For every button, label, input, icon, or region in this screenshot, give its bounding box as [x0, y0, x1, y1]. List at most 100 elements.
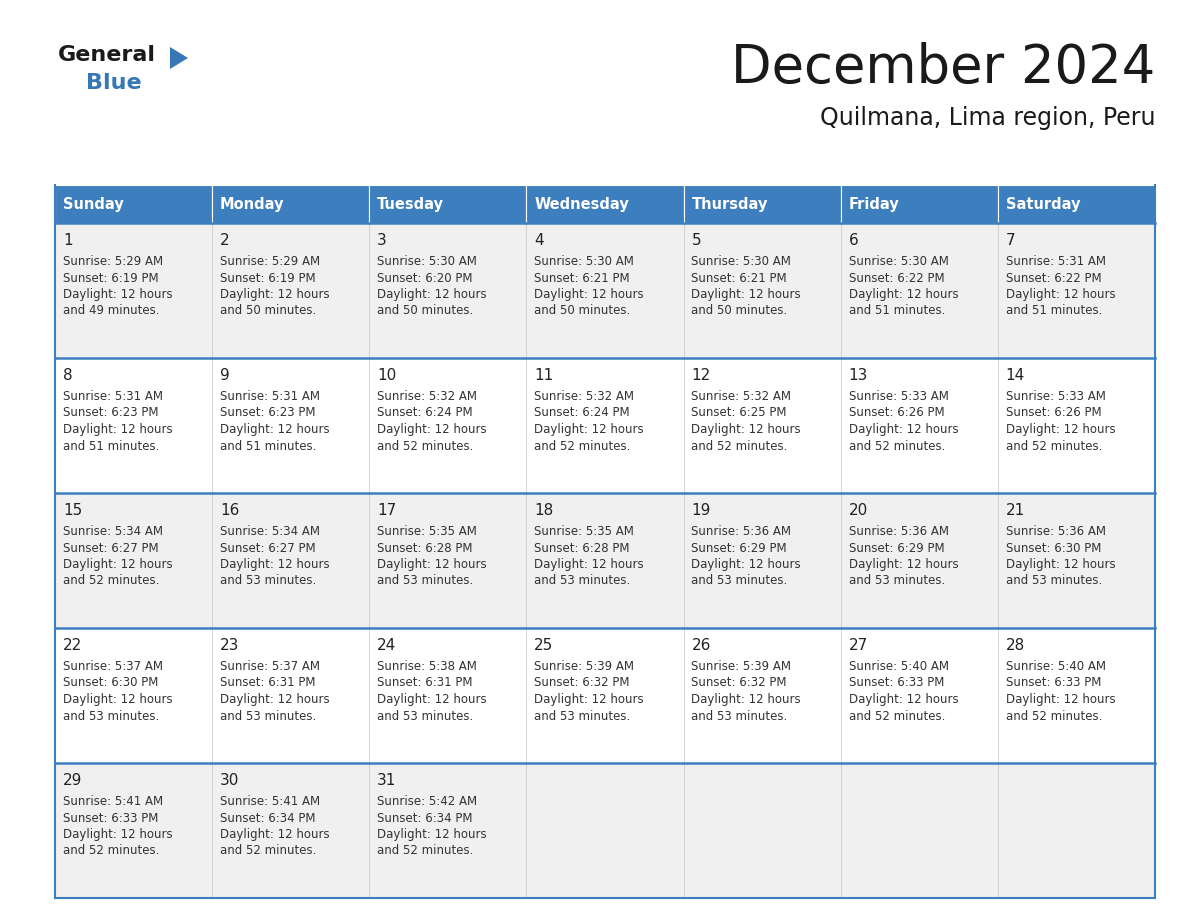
Text: and 52 minutes.: and 52 minutes.	[377, 845, 474, 857]
Text: and 53 minutes.: and 53 minutes.	[691, 710, 788, 722]
Text: Sunrise: 5:32 AM: Sunrise: 5:32 AM	[535, 390, 634, 403]
Polygon shape	[170, 47, 188, 69]
Text: Blue: Blue	[86, 73, 141, 93]
Text: Daylight: 12 hours: Daylight: 12 hours	[220, 288, 329, 301]
Bar	[526, 185, 683, 223]
Text: Daylight: 12 hours: Daylight: 12 hours	[691, 288, 801, 301]
Text: Daylight: 12 hours: Daylight: 12 hours	[63, 693, 172, 706]
Text: Sunday: Sunday	[63, 196, 124, 211]
Text: Daylight: 12 hours: Daylight: 12 hours	[535, 288, 644, 301]
Text: and 51 minutes.: and 51 minutes.	[63, 440, 159, 453]
Text: Sunset: 6:25 PM: Sunset: 6:25 PM	[691, 407, 786, 420]
Text: and 52 minutes.: and 52 minutes.	[220, 845, 316, 857]
Text: Daylight: 12 hours: Daylight: 12 hours	[535, 423, 644, 436]
Bar	[55, 493, 1155, 628]
Bar	[55, 763, 1155, 898]
Text: and 50 minutes.: and 50 minutes.	[691, 305, 788, 318]
Text: 3: 3	[377, 233, 387, 248]
Text: 30: 30	[220, 773, 239, 788]
Text: Sunrise: 5:33 AM: Sunrise: 5:33 AM	[848, 390, 948, 403]
Text: and 52 minutes.: and 52 minutes.	[377, 440, 474, 453]
Text: Daylight: 12 hours: Daylight: 12 hours	[220, 828, 329, 841]
Text: 19: 19	[691, 503, 710, 518]
Text: Sunrise: 5:39 AM: Sunrise: 5:39 AM	[691, 660, 791, 673]
Text: and 50 minutes.: and 50 minutes.	[220, 305, 316, 318]
Text: 6: 6	[848, 233, 858, 248]
Text: Daylight: 12 hours: Daylight: 12 hours	[1006, 423, 1116, 436]
Text: Daylight: 12 hours: Daylight: 12 hours	[63, 423, 172, 436]
Text: 22: 22	[63, 638, 82, 653]
Text: Sunrise: 5:34 AM: Sunrise: 5:34 AM	[63, 525, 163, 538]
Text: Sunset: 6:24 PM: Sunset: 6:24 PM	[377, 407, 473, 420]
Text: and 53 minutes.: and 53 minutes.	[535, 710, 631, 722]
Text: 17: 17	[377, 503, 397, 518]
Text: Sunset: 6:24 PM: Sunset: 6:24 PM	[535, 407, 630, 420]
Text: Sunrise: 5:38 AM: Sunrise: 5:38 AM	[377, 660, 478, 673]
Text: Sunrise: 5:37 AM: Sunrise: 5:37 AM	[63, 660, 163, 673]
Text: and 53 minutes.: and 53 minutes.	[691, 575, 788, 588]
Text: Daylight: 12 hours: Daylight: 12 hours	[377, 423, 487, 436]
Text: and 51 minutes.: and 51 minutes.	[848, 305, 944, 318]
Text: Sunrise: 5:41 AM: Sunrise: 5:41 AM	[220, 795, 320, 808]
Text: Saturday: Saturday	[1006, 196, 1080, 211]
Bar	[841, 185, 998, 223]
Bar	[55, 185, 213, 223]
Text: Sunrise: 5:36 AM: Sunrise: 5:36 AM	[848, 525, 948, 538]
Text: 24: 24	[377, 638, 397, 653]
Text: Daylight: 12 hours: Daylight: 12 hours	[1006, 558, 1116, 571]
Text: Sunrise: 5:31 AM: Sunrise: 5:31 AM	[63, 390, 163, 403]
Text: 21: 21	[1006, 503, 1025, 518]
Text: Daylight: 12 hours: Daylight: 12 hours	[377, 693, 487, 706]
Text: Sunset: 6:22 PM: Sunset: 6:22 PM	[1006, 272, 1101, 285]
Text: Sunrise: 5:31 AM: Sunrise: 5:31 AM	[1006, 255, 1106, 268]
Text: 18: 18	[535, 503, 554, 518]
Text: Sunset: 6:28 PM: Sunset: 6:28 PM	[535, 542, 630, 554]
Text: and 50 minutes.: and 50 minutes.	[535, 305, 631, 318]
Text: Sunrise: 5:29 AM: Sunrise: 5:29 AM	[220, 255, 320, 268]
Text: and 50 minutes.: and 50 minutes.	[377, 305, 473, 318]
Text: Daylight: 12 hours: Daylight: 12 hours	[848, 558, 959, 571]
Text: Daylight: 12 hours: Daylight: 12 hours	[535, 558, 644, 571]
Text: Sunrise: 5:31 AM: Sunrise: 5:31 AM	[220, 390, 320, 403]
Text: Daylight: 12 hours: Daylight: 12 hours	[691, 423, 801, 436]
Text: Daylight: 12 hours: Daylight: 12 hours	[63, 288, 172, 301]
Text: 10: 10	[377, 368, 397, 383]
Text: Daylight: 12 hours: Daylight: 12 hours	[535, 693, 644, 706]
Text: Daylight: 12 hours: Daylight: 12 hours	[848, 288, 959, 301]
Text: Sunset: 6:34 PM: Sunset: 6:34 PM	[220, 812, 316, 824]
Text: Sunset: 6:34 PM: Sunset: 6:34 PM	[377, 812, 473, 824]
Text: Daylight: 12 hours: Daylight: 12 hours	[848, 693, 959, 706]
Text: Daylight: 12 hours: Daylight: 12 hours	[63, 828, 172, 841]
Text: 26: 26	[691, 638, 710, 653]
Text: Sunset: 6:29 PM: Sunset: 6:29 PM	[691, 542, 788, 554]
Text: 2: 2	[220, 233, 229, 248]
Text: Sunrise: 5:30 AM: Sunrise: 5:30 AM	[535, 255, 634, 268]
Bar	[55, 223, 1155, 358]
Text: Sunrise: 5:40 AM: Sunrise: 5:40 AM	[848, 660, 948, 673]
Text: Sunset: 6:21 PM: Sunset: 6:21 PM	[691, 272, 788, 285]
Text: Sunset: 6:31 PM: Sunset: 6:31 PM	[220, 677, 316, 689]
Text: Sunset: 6:32 PM: Sunset: 6:32 PM	[535, 677, 630, 689]
Text: Monday: Monday	[220, 196, 284, 211]
Text: Sunset: 6:33 PM: Sunset: 6:33 PM	[63, 812, 158, 824]
Text: 12: 12	[691, 368, 710, 383]
Text: Sunset: 6:23 PM: Sunset: 6:23 PM	[220, 407, 316, 420]
Bar	[213, 185, 369, 223]
Text: and 53 minutes.: and 53 minutes.	[377, 710, 473, 722]
Text: Sunrise: 5:40 AM: Sunrise: 5:40 AM	[1006, 660, 1106, 673]
Text: Daylight: 12 hours: Daylight: 12 hours	[220, 423, 329, 436]
Text: and 52 minutes.: and 52 minutes.	[848, 710, 944, 722]
Text: 13: 13	[848, 368, 868, 383]
Text: Sunset: 6:26 PM: Sunset: 6:26 PM	[1006, 407, 1101, 420]
Text: Daylight: 12 hours: Daylight: 12 hours	[377, 288, 487, 301]
Text: Daylight: 12 hours: Daylight: 12 hours	[220, 693, 329, 706]
Text: Wednesday: Wednesday	[535, 196, 628, 211]
Text: and 53 minutes.: and 53 minutes.	[63, 710, 159, 722]
Text: Sunrise: 5:29 AM: Sunrise: 5:29 AM	[63, 255, 163, 268]
Text: Sunrise: 5:42 AM: Sunrise: 5:42 AM	[377, 795, 478, 808]
Text: Sunset: 6:31 PM: Sunset: 6:31 PM	[377, 677, 473, 689]
Text: 28: 28	[1006, 638, 1025, 653]
Text: and 53 minutes.: and 53 minutes.	[220, 575, 316, 588]
Text: Daylight: 12 hours: Daylight: 12 hours	[63, 558, 172, 571]
Text: Sunset: 6:26 PM: Sunset: 6:26 PM	[848, 407, 944, 420]
